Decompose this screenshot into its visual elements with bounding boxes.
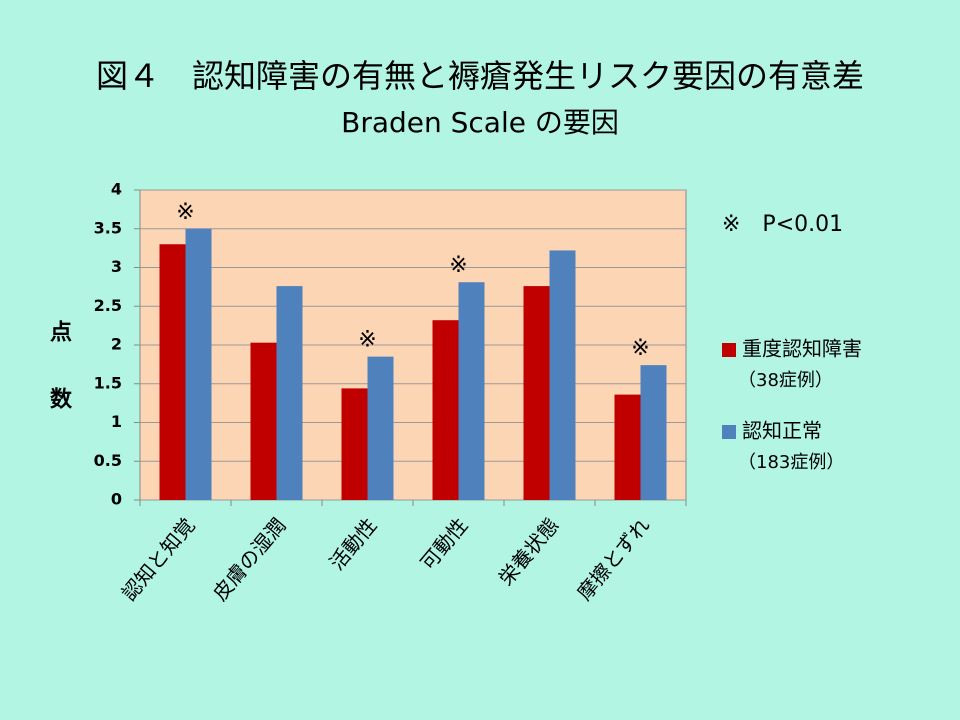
- y-tick-label: 1.5: [94, 373, 122, 392]
- bar: [341, 388, 368, 500]
- chart-subtitle: Braden Scale の要因: [341, 106, 619, 139]
- legend-label: 認知正常: [742, 419, 822, 443]
- bar: [614, 394, 641, 500]
- bar: [523, 286, 550, 500]
- significance-mark: ※: [449, 253, 467, 278]
- y-tick-label: 2: [111, 335, 122, 354]
- legend-swatch: [722, 343, 736, 357]
- bar: [276, 286, 303, 500]
- bar: [250, 342, 277, 500]
- bar: [185, 228, 212, 500]
- significance-mark: ※: [631, 336, 649, 361]
- y-tick-label: 1: [111, 412, 122, 431]
- y-axis-label: 点数: [46, 319, 72, 454]
- bar: [432, 320, 459, 500]
- bar: [367, 356, 394, 500]
- bar: [549, 250, 576, 500]
- bar: [159, 244, 186, 500]
- y-tick-label: 4: [111, 180, 122, 199]
- legend-sample: （183症例）: [738, 452, 844, 473]
- chart-title: 図４ 認知障害の有無と褥瘡発生リスク要因の有意差: [96, 57, 864, 95]
- legend-label: 重度認知障害: [742, 337, 862, 361]
- bar: [458, 282, 485, 500]
- y-tick-label: 2.5: [94, 296, 122, 315]
- significance-mark: ※: [176, 200, 194, 225]
- y-tick-label: 3.5: [94, 218, 122, 237]
- legend-swatch: [722, 425, 736, 439]
- note: ※ P<0.01: [722, 212, 843, 237]
- y-tick-label: 3: [111, 257, 122, 276]
- y-tick-label: 0.5: [94, 451, 122, 470]
- bar: [640, 365, 667, 500]
- y-tick-label: 0: [111, 490, 122, 509]
- significance-mark: ※: [358, 328, 376, 353]
- legend-sample: （38症例）: [738, 370, 833, 391]
